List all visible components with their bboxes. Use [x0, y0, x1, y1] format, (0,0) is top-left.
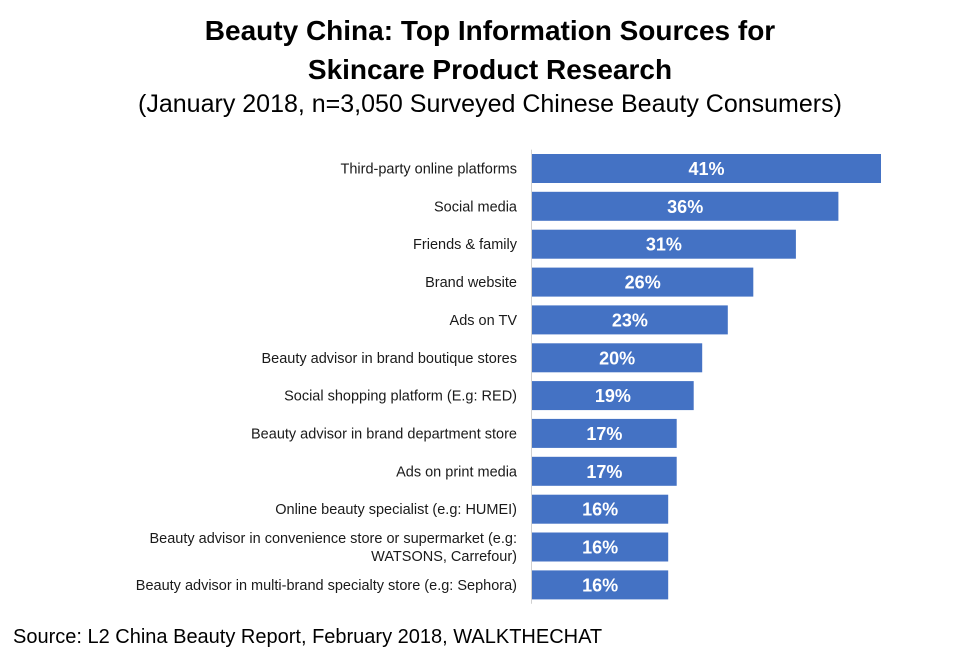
- category-label-line: WATSONS, Carrefour): [371, 549, 517, 565]
- bar: [532, 229, 796, 259]
- category-label-line: Social shopping platform (E.g: RED): [284, 389, 517, 405]
- bar: [532, 532, 669, 562]
- bar: [532, 305, 728, 335]
- bar-value-label: 31%: [646, 235, 682, 255]
- bar: [532, 418, 677, 448]
- category-label-line: Beauty advisor in brand department store: [251, 426, 517, 442]
- category-label-line: Beauty advisor in brand boutique stores: [261, 351, 517, 367]
- category-label: Social media: [434, 199, 518, 215]
- chart-subtitle: (January 2018, n=3,050 Surveyed Chinese …: [138, 90, 842, 118]
- category-label-line: Beauty advisor in multi-brand specialty …: [136, 578, 517, 594]
- category-label: Beauty advisor in multi-brand specialty …: [136, 578, 517, 594]
- bar-value-label: 16%: [582, 538, 618, 558]
- bar-value-label: 17%: [586, 462, 622, 482]
- category-label: Beauty advisor in convenience store or s…: [149, 531, 517, 565]
- bar: [532, 154, 881, 183]
- bar: [532, 191, 839, 221]
- bar-value-label: 20%: [599, 348, 635, 368]
- bar: [532, 456, 677, 486]
- bar: [532, 381, 694, 411]
- bar-value-label: 41%: [688, 159, 724, 179]
- category-label: Online beauty specialist (e.g: HUMEI): [275, 502, 517, 518]
- bar: [532, 570, 669, 600]
- bar-value-label: 16%: [582, 575, 618, 595]
- category-label: Social shopping platform (E.g: RED): [284, 389, 517, 405]
- bar: [532, 494, 669, 524]
- chart-title-line-1: Beauty China: Top Information Sources fo…: [204, 15, 776, 46]
- category-labels-layer: Third-party online platforms Social media…: [136, 162, 518, 594]
- bar-value-label: 26%: [625, 273, 661, 293]
- category-label: Friends & family: [413, 237, 518, 253]
- chart-title-line-2: Skincare Product Research: [307, 54, 673, 85]
- bar-value-label: 36%: [667, 197, 703, 217]
- category-label-line: Brand website: [425, 275, 517, 291]
- bar-value-label: 16%: [582, 500, 618, 520]
- category-label-line: Ads on print media: [396, 464, 518, 480]
- category-label: Beauty advisor in brand boutique stores: [261, 351, 517, 367]
- bar: [532, 343, 703, 373]
- bar-value-label: 17%: [586, 424, 622, 444]
- category-label: Brand website: [425, 275, 517, 291]
- category-label: Ads on TV: [450, 313, 518, 329]
- bars-layer: [532, 154, 881, 600]
- category-label-line: Online beauty specialist (e.g: HUMEI): [275, 502, 517, 518]
- source-note: Source: L2 China Beauty Report, February…: [13, 626, 603, 648]
- category-label-line: Ads on TV: [450, 313, 518, 329]
- category-label: Third-party online platforms: [341, 162, 518, 178]
- category-label-line: Friends & family: [413, 237, 518, 253]
- bar: [532, 267, 754, 297]
- category-label-line: Beauty advisor in convenience store or s…: [149, 531, 517, 547]
- bar-value-label: 19%: [595, 386, 631, 406]
- value-labels-layer: 41% 36% 31% 26% 23% 20% 19% 17% 17% 16% 16% 16%: [582, 159, 724, 595]
- category-label: Ads on print media: [396, 464, 518, 480]
- category-label-line: Third-party online platforms: [341, 162, 518, 178]
- bar-value-label: 23%: [612, 310, 648, 330]
- category-label: Beauty advisor in brand department store: [251, 426, 517, 442]
- category-label-line: Social media: [434, 199, 518, 215]
